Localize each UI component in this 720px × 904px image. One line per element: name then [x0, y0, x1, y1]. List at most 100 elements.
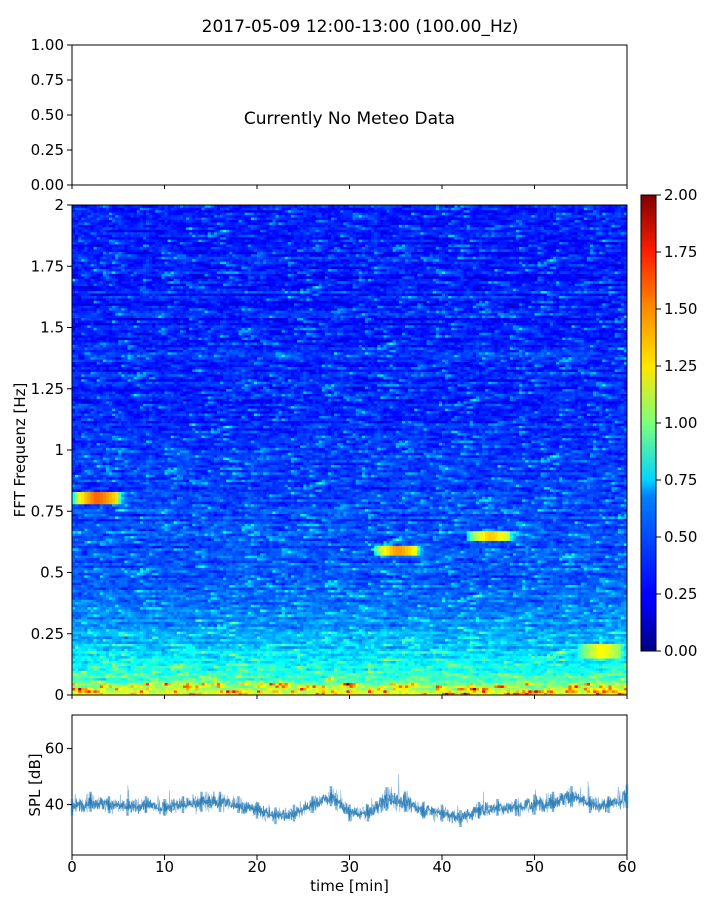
spectrogram-cell [282, 653, 285, 656]
spectrogram-cell [618, 671, 621, 674]
spectrogram-cell [137, 683, 140, 686]
spectrogram-cell [112, 683, 115, 686]
spectrogram-cell [192, 629, 195, 632]
spectrogram-cell [535, 673, 538, 676]
spectrogram-cell [414, 688, 417, 691]
spectrogram-cell [528, 639, 531, 642]
spectrogram-cell [81, 678, 84, 681]
spectrogram-cell [538, 644, 541, 647]
spectrogram-cell [269, 688, 272, 691]
spectrogram-cell [476, 673, 479, 676]
spectrogram-cell [334, 658, 337, 661]
spectrogram-cell [476, 685, 479, 688]
spectrogram-cell [288, 673, 291, 676]
spectrogram-cell [565, 651, 568, 654]
spectrogram-cell [362, 648, 365, 651]
spectrogram-cell [528, 641, 531, 644]
spectrogram-cell [291, 658, 294, 661]
spectrogram-cell [590, 631, 593, 634]
spectrogram-cell [618, 668, 621, 671]
spectrogram-cell [325, 663, 328, 666]
spectrogram-cell [362, 644, 365, 647]
spectrogram-cell [232, 680, 235, 683]
spectrogram-cell [174, 683, 177, 686]
spectrogram-cell [470, 688, 473, 691]
spectrogram-cell [149, 629, 152, 632]
spectrogram-cell [562, 651, 565, 654]
spectrogram-cell [72, 685, 75, 688]
spectrogram-cell [525, 646, 528, 649]
spectrogram-cell [424, 683, 427, 686]
spectrogram-cell [161, 685, 164, 688]
spectrogram-cell [541, 685, 544, 688]
spectrogram-cell [572, 639, 575, 642]
spectrogram-cell [263, 634, 266, 637]
spectrogram-cell [316, 651, 319, 654]
spectrogram-cell [420, 668, 423, 671]
spectrogram-cell [464, 653, 467, 656]
spectrogram-cell [365, 656, 368, 659]
spectrogram-cell [146, 683, 149, 686]
spectrogram-cell [572, 636, 575, 639]
spectrogram-cell [457, 658, 460, 661]
spectrogram-cell [186, 661, 189, 664]
spectrogram-cell [334, 678, 337, 681]
spectrogram-cell [131, 626, 134, 629]
spectrogram-cell [544, 656, 547, 659]
spectrogram-cell [269, 673, 272, 676]
spectrogram-cell [254, 631, 257, 634]
spectrogram-cell [488, 683, 491, 686]
spectrogram-cell [374, 629, 377, 632]
spectrogram-cell [356, 685, 359, 688]
spectrogram-cell [553, 646, 556, 649]
spectrogram-cell [383, 648, 386, 651]
spectrogram-cell [504, 644, 507, 647]
spectrogram-cell [522, 678, 525, 681]
spectrogram-cell [414, 671, 417, 674]
spectrogram-cell [504, 658, 507, 661]
spectrogram-cell [451, 658, 454, 661]
spectrogram-cell [168, 671, 171, 674]
spectrogram-cell [251, 629, 254, 632]
spectrogram-cell [294, 661, 297, 664]
spectrogram-cell [198, 678, 201, 681]
spectrogram-cell [402, 629, 405, 632]
spectrogram-cell [572, 661, 575, 664]
spectrogram-cell [399, 671, 402, 674]
spectrogram-cell [343, 653, 346, 656]
spectrogram-cell [235, 631, 238, 634]
spectrogram-cell [97, 668, 100, 671]
spectrogram-cell [316, 656, 319, 659]
spectrogram-cell [112, 653, 115, 656]
spectrogram-cell [504, 646, 507, 649]
spectrogram-cell [300, 658, 303, 661]
spectrogram-cell [161, 648, 164, 651]
spectrogram-cell [587, 653, 590, 656]
spectrogram-cell [94, 648, 97, 651]
spectrogram-cell [464, 671, 467, 674]
spectrogram-cell [337, 685, 340, 688]
spectrogram-cell [272, 668, 275, 671]
spectrogram-cell [100, 678, 103, 681]
spectrogram-cell [279, 644, 282, 647]
spectrogram-cell [325, 631, 328, 634]
spectrogram-cell [448, 646, 451, 649]
spectrogram-cell [235, 688, 238, 691]
spectrogram-cell [427, 690, 430, 693]
spectrogram-cell [161, 673, 164, 676]
spectrogram-cell [337, 631, 340, 634]
spectrogram-cell [535, 683, 538, 686]
spectrogram-cell [242, 634, 245, 637]
spectrogram-cell [223, 688, 226, 691]
spectrogram-cell [84, 680, 87, 683]
spectrogram-cell [276, 634, 279, 637]
spectrogram-cell [396, 629, 399, 632]
spectrogram-cell [346, 648, 349, 651]
spectrogram-cell [248, 671, 251, 674]
spectrogram-cell [140, 690, 143, 693]
spectrogram-cell [519, 636, 522, 639]
spectrogram-cell [377, 646, 380, 649]
spectrogram-cell [575, 678, 578, 681]
spectrogram-cell [226, 668, 229, 671]
